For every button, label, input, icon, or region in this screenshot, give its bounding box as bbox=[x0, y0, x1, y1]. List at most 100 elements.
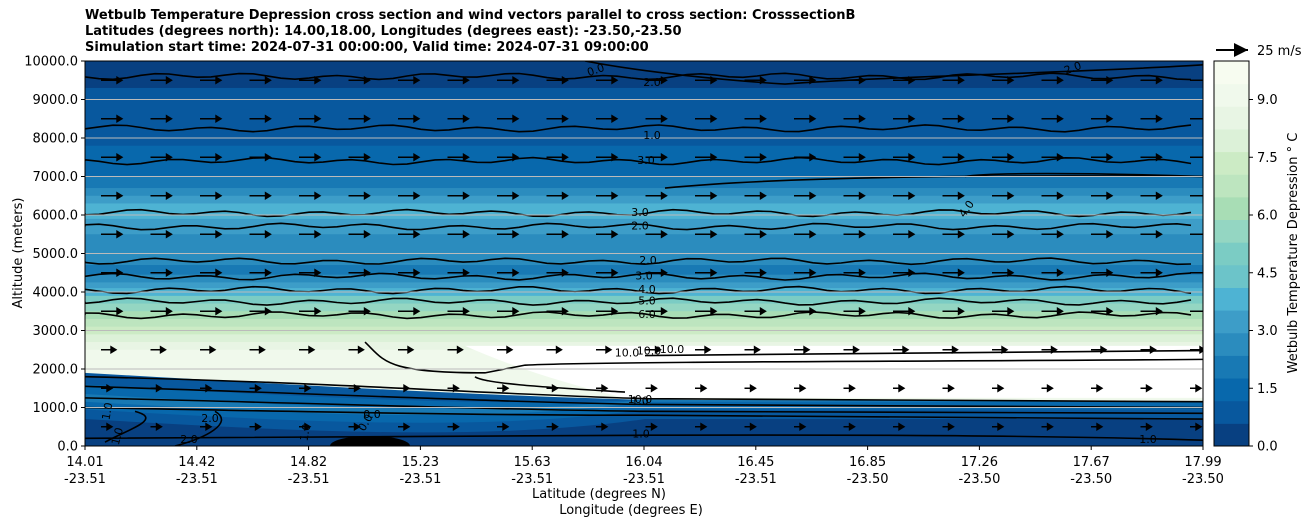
colorbar-segment bbox=[1214, 287, 1249, 311]
contour-line bbox=[85, 311, 1192, 320]
x-axis: 14.01 -23.51 14.42 -23.51 14.82 -23.51 15.23 -2… bbox=[64, 446, 1224, 487]
contour-line bbox=[85, 272, 1192, 281]
wind-vector bbox=[992, 384, 1005, 393]
wind-vector bbox=[794, 307, 817, 316]
colorbar-tick-label: 3.0 bbox=[1257, 324, 1278, 339]
wind-vector bbox=[348, 345, 365, 354]
quiver-key: 25 m/s bbox=[1216, 43, 1302, 59]
wind-vector bbox=[1041, 191, 1064, 200]
wind-vector bbox=[1140, 114, 1163, 123]
wind-vector bbox=[249, 268, 272, 277]
contour-label: 0.0 bbox=[363, 408, 381, 421]
wind-vector bbox=[1041, 384, 1054, 393]
wind-vector bbox=[200, 191, 223, 200]
wind-vector bbox=[744, 307, 767, 316]
contour-line bbox=[85, 257, 1192, 266]
wind-vector bbox=[744, 191, 767, 200]
x-tick-label-longitude: -23.51 bbox=[735, 472, 777, 487]
wind-vector bbox=[447, 384, 460, 393]
wind-vector bbox=[893, 307, 916, 316]
wind-vector bbox=[101, 384, 114, 393]
wind-vector bbox=[101, 76, 124, 85]
wind-vector bbox=[200, 76, 223, 85]
wind-vector bbox=[596, 384, 609, 393]
x-tick-label-latitude: 17.26 bbox=[961, 455, 998, 470]
wind-vector bbox=[843, 268, 866, 277]
wind-vector bbox=[398, 114, 421, 123]
wind-vector bbox=[1140, 307, 1163, 316]
wind-vector bbox=[497, 76, 520, 85]
x-tick-label-latitude: 15.23 bbox=[402, 455, 439, 470]
x-tick-label-longitude: -23.51 bbox=[511, 472, 553, 487]
colorbar-segment bbox=[1214, 83, 1249, 107]
wind-vector bbox=[249, 422, 262, 431]
wind-vector bbox=[1041, 345, 1058, 354]
wind-vector bbox=[744, 230, 767, 239]
x-axis-label-latitude: Latitude (degrees N) bbox=[532, 487, 666, 502]
contour-label: 3.0 bbox=[631, 206, 649, 219]
wind-vector bbox=[942, 268, 965, 277]
wind-vector bbox=[546, 76, 569, 85]
wind-vector bbox=[200, 114, 223, 123]
contour-line bbox=[85, 222, 1192, 231]
wind-vector bbox=[596, 76, 619, 85]
contour-label: 1.0 bbox=[298, 423, 314, 442]
wind-vector bbox=[398, 230, 421, 239]
wind-vector bbox=[101, 345, 118, 354]
wind-vector bbox=[596, 114, 619, 123]
colorbar-tick-label: 4.5 bbox=[1257, 266, 1278, 281]
wind-vector bbox=[398, 153, 421, 162]
contour-label: 10.0 bbox=[628, 393, 653, 406]
contour-line bbox=[964, 172, 1203, 178]
wind-vector bbox=[447, 422, 460, 431]
wind-vector bbox=[546, 114, 569, 123]
wind-vector bbox=[299, 268, 322, 277]
y-tick-label: 10000.0 bbox=[24, 55, 78, 70]
wind-vector bbox=[299, 345, 316, 354]
wind-vector bbox=[1091, 345, 1108, 354]
wind-vector bbox=[299, 191, 322, 200]
wind-vector bbox=[744, 268, 767, 277]
wind-vector bbox=[893, 76, 916, 85]
wind-vector bbox=[1140, 422, 1153, 431]
wind-vector bbox=[1140, 268, 1163, 277]
wind-vector bbox=[843, 76, 866, 85]
contour-line bbox=[584, 61, 1203, 85]
colorbar-segment bbox=[1214, 128, 1249, 153]
contour-label: 2.0 bbox=[639, 254, 657, 267]
wind-vector bbox=[794, 76, 817, 85]
colorbar-segment bbox=[1214, 332, 1249, 356]
contour-label: 2.0 bbox=[1062, 59, 1083, 77]
colorbar-tick-label: 7.5 bbox=[1257, 151, 1278, 166]
contour-label: 2.0 bbox=[631, 220, 649, 233]
wind-vector bbox=[843, 153, 866, 162]
grid-lines bbox=[85, 99, 1203, 408]
wind-vector bbox=[695, 191, 718, 200]
colorbar-segment bbox=[1214, 310, 1249, 334]
wind-vector bbox=[1041, 422, 1054, 431]
wind-vector bbox=[249, 191, 272, 200]
wind-vector bbox=[447, 191, 470, 200]
wind-vector bbox=[794, 345, 811, 354]
wind-vector bbox=[695, 268, 718, 277]
contour-line bbox=[364, 341, 1203, 374]
wind-vector bbox=[299, 307, 322, 316]
wind-vector bbox=[1041, 76, 1064, 85]
wind-vector bbox=[1091, 422, 1104, 431]
x-tick-label-longitude: -23.50 bbox=[1182, 472, 1224, 487]
x-tick-label-latitude: 17.99 bbox=[1184, 455, 1221, 470]
wind-vector bbox=[893, 153, 916, 162]
wind-vector bbox=[101, 153, 124, 162]
wind-vector bbox=[744, 422, 757, 431]
wind-vector bbox=[695, 384, 708, 393]
wind-vector bbox=[546, 422, 559, 431]
contour-label: 10.0 bbox=[615, 347, 640, 360]
wind-vector bbox=[447, 307, 470, 316]
wind-vector bbox=[794, 191, 817, 200]
wind-vector bbox=[1190, 195, 1203, 197]
x-tick-label-longitude: -23.51 bbox=[623, 472, 665, 487]
contour-label: 10.0 bbox=[660, 343, 685, 356]
x-tick-label-longitude: -23.51 bbox=[399, 472, 441, 487]
wind-vector bbox=[893, 114, 916, 123]
wind-vector bbox=[150, 384, 163, 393]
